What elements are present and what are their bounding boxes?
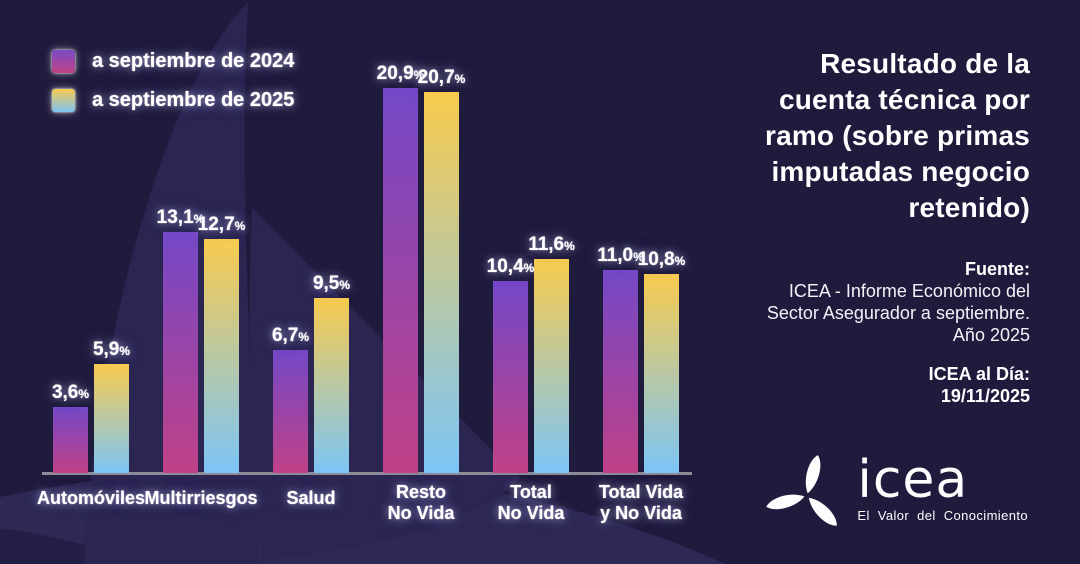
bar-series2-cat1 bbox=[94, 364, 129, 473]
value-label-series2-cat2: 12,7% bbox=[197, 214, 246, 235]
x-axis-label-cat1: Automóviles bbox=[36, 488, 146, 508]
value-label-series2-cat6: 10,8% bbox=[637, 249, 686, 270]
bar-series1-cat1 bbox=[53, 407, 88, 473]
value-label-series2-cat1: 5,9% bbox=[92, 339, 131, 360]
legend-item-2024: a septiembre de 2024 bbox=[52, 50, 294, 73]
bulletin-label: ICEA al Día: bbox=[928, 364, 1030, 384]
value-label-series2-cat4: 20,7% bbox=[417, 67, 466, 88]
logo-text-block: icea El Valor del Conocimiento bbox=[857, 450, 1028, 523]
bar-series1-cat2 bbox=[163, 232, 198, 473]
bar-series1-cat3 bbox=[273, 350, 308, 473]
value-label-series1-cat1: 3,6% bbox=[51, 382, 90, 403]
logo-wordmark: icea bbox=[857, 450, 969, 510]
source-text: ICEA - Informe Económico del Sector Aseg… bbox=[766, 281, 1030, 345]
side-panel: Resultado de la cuenta técnica por ramo … bbox=[685, 0, 1030, 407]
value-label-series1-cat3: 6,7% bbox=[271, 325, 310, 346]
bulletin-block: ICEA al Día: 19/11/2025 bbox=[685, 363, 1030, 407]
legend-swatch-2025 bbox=[52, 89, 75, 112]
legend-label-2024: a septiembre de 2024 bbox=[92, 50, 295, 72]
chart-legend: a septiembre de 2024 a septiembre de 202… bbox=[52, 50, 294, 128]
x-axis-label-cat3: Salud bbox=[286, 488, 336, 508]
legend-item-2025: a septiembre de 2025 bbox=[52, 89, 294, 112]
legend-swatch-2024 bbox=[52, 50, 75, 73]
bar-series1-cat5 bbox=[493, 281, 528, 473]
chart-title: Resultado de la cuenta técnica por ramo … bbox=[764, 48, 1030, 223]
value-label-series1-cat2: 13,1% bbox=[156, 207, 205, 228]
x-axis-line bbox=[42, 472, 692, 475]
icea-logo-icon bbox=[766, 455, 838, 526]
legend-label-2025: a septiembre de 2025 bbox=[92, 89, 295, 111]
bar-series2-cat3 bbox=[314, 298, 349, 473]
logo-tagline: El Valor del Conocimiento bbox=[857, 508, 1028, 523]
bulletin-date: 19/11/2025 bbox=[940, 386, 1030, 406]
value-label-series1-cat4: 20,9% bbox=[376, 63, 425, 84]
value-label-series1-cat5: 10,4% bbox=[486, 256, 535, 277]
source-heading: Fuente: bbox=[965, 259, 1030, 279]
bar-series2-cat2 bbox=[204, 239, 239, 473]
x-axis-label-cat6: Total Vida y No Vida bbox=[598, 482, 684, 523]
icea-logo: icea El Valor del Conocimiento bbox=[764, 443, 1028, 535]
x-axis-label-cat5: Total No Vida bbox=[497, 482, 565, 523]
bar-series2-cat4 bbox=[424, 92, 459, 473]
value-label-series2-cat3: 9,5% bbox=[312, 273, 351, 294]
bar-series2-cat6 bbox=[644, 274, 679, 473]
bar-series2-cat5 bbox=[534, 259, 569, 473]
x-axis-label-cat2: Multirriesgos bbox=[144, 488, 258, 508]
value-label-series1-cat6: 11,0% bbox=[597, 245, 644, 266]
x-axis-label-cat4: Resto No Vida bbox=[387, 482, 455, 523]
value-label-series2-cat5: 11,6% bbox=[528, 234, 575, 255]
bar-series1-cat6 bbox=[603, 270, 638, 473]
source-block: Fuente: ICEA - Informe Económico del Sec… bbox=[685, 258, 1030, 407]
bar-series1-cat4 bbox=[383, 88, 418, 473]
